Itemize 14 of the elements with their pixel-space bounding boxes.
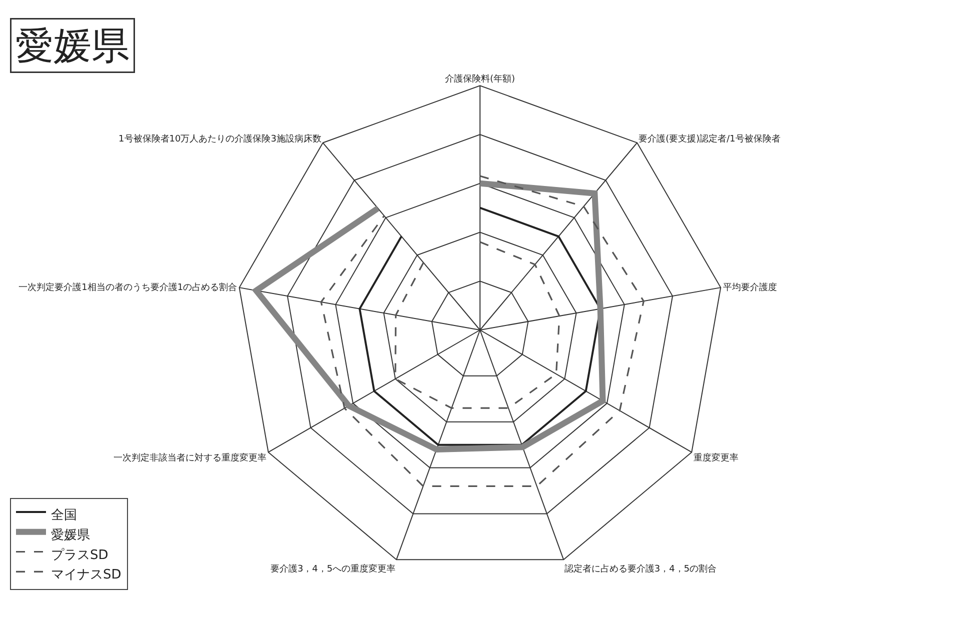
spoke-label: 要介護3，4，5への重度変更率 — [270, 563, 396, 574]
legend-label: 全国 — [51, 508, 77, 524]
chart-title: 愛媛県 — [16, 24, 130, 68]
spoke-label: 要介護(要支援)認定者/1号被保険者 — [638, 134, 780, 145]
spoke-label: 一次判定要介護1相当の者のうち要介護1の占める割合 — [18, 282, 238, 293]
spoke-label: 1号被保険者10万人あたりの介護保険3施設病床数 — [118, 134, 322, 145]
spoke-label: 介護保険料(年額) — [444, 74, 516, 84]
spoke-label: 一次判定非該当者に対する重度変更率 — [113, 452, 266, 464]
spoke-label: 認定者に占める要介護3，4，5の割合 — [564, 563, 717, 574]
spoke-label: 平均要介護度 — [722, 282, 777, 293]
legend-label: 愛媛県 — [51, 528, 90, 543]
legend-label: プラスSD — [51, 548, 108, 563]
legend-label: マイナスSD — [51, 568, 122, 583]
spoke-label: 重度変更率 — [694, 452, 739, 464]
